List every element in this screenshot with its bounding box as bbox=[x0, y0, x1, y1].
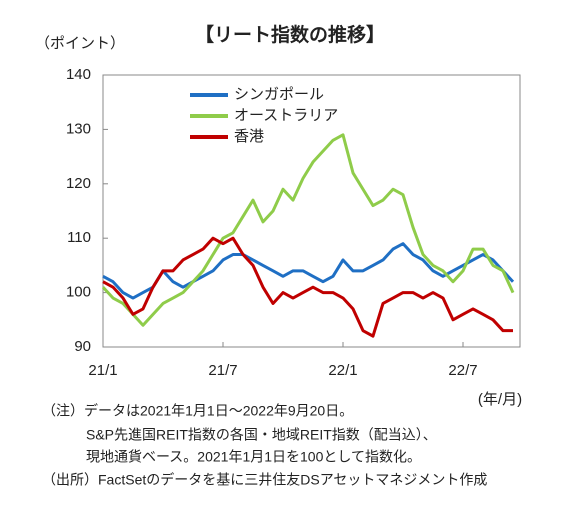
x-tick-label: 22/1 bbox=[328, 362, 357, 379]
note: （出所）FactSetのデータを基に三井住友DSアセットマネジメント作成 bbox=[42, 472, 487, 488]
legend-label: オーストラリア bbox=[234, 107, 338, 124]
note: 現地通貨ベース。2021年1月1日を100として指数化。 bbox=[86, 449, 421, 465]
series-line bbox=[101, 133, 515, 327]
y-tick-label: 120 bbox=[66, 175, 91, 192]
series-line bbox=[102, 236, 513, 338]
note: （注）データは2021年1月1日～2022年9月20日。 bbox=[42, 403, 353, 419]
legend-label: 香港 bbox=[234, 128, 264, 145]
y-tick-label: 100 bbox=[66, 284, 91, 301]
y-tick-label: 90 bbox=[74, 338, 91, 355]
y-tick-label: 140 bbox=[66, 66, 91, 83]
x-axis-label: (年/月) bbox=[478, 391, 522, 408]
x-tick-label: 21/1 bbox=[88, 362, 117, 379]
chart-title: 【リート指数の推移】 bbox=[195, 23, 385, 46]
legend-label: シンガポール bbox=[234, 86, 324, 103]
x-tick-label: 22/7 bbox=[448, 362, 477, 379]
plot-frame bbox=[102, 74, 521, 348]
y-tick-label: 110 bbox=[67, 229, 91, 246]
x-tick-label: 21/7 bbox=[208, 362, 237, 379]
y-tick-label: 130 bbox=[66, 120, 91, 137]
series-line bbox=[102, 242, 515, 300]
y-axis-label: （ポイント） bbox=[35, 35, 125, 52]
note: S&P先進国REIT指数の各国・地域REIT指数（配当込）、 bbox=[86, 427, 437, 443]
